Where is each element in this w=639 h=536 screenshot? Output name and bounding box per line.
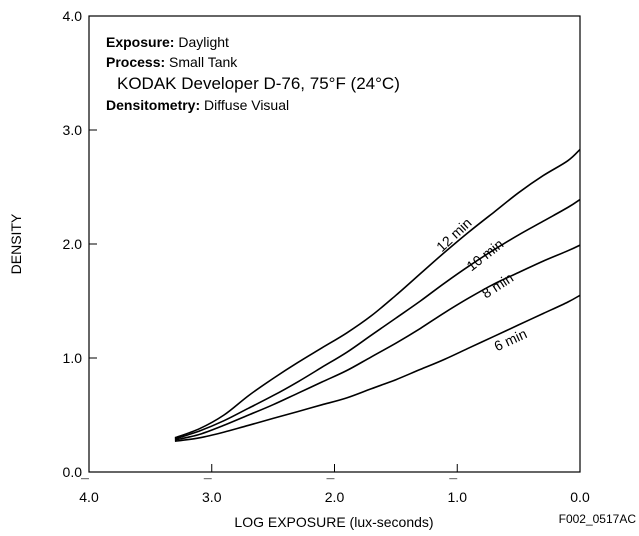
curve-10-min <box>174 198 581 440</box>
x-tick-label: 2.0 <box>325 489 345 505</box>
x-axis-title: LOG EXPOSURE (lux-seconds) <box>234 514 433 530</box>
figure-id: F002_0517AC <box>559 512 637 526</box>
y-axis-title: DENSITY <box>8 213 24 274</box>
x-axis: 4.0¯3.0¯2.0¯1.0¯0.0 <box>79 464 590 505</box>
x-tick-bar: ¯ <box>326 476 335 492</box>
annotation-exposure-key: Exposure: <box>106 34 174 50</box>
curve-8-min <box>174 244 581 441</box>
x-tick-bar: ¯ <box>448 476 457 492</box>
curve-6-min <box>174 294 581 442</box>
y-tick-label: 4.0 <box>63 8 83 24</box>
annotation-process-value: Small Tank <box>165 54 238 70</box>
y-tick-label: 0.0 <box>63 464 83 480</box>
curve-label: 8 min <box>479 269 516 301</box>
x-tick-label: 3.0 <box>202 489 222 505</box>
x-tick-label: 1.0 <box>448 489 468 505</box>
annotation-densitometry-value: Diffuse Visual <box>200 97 289 113</box>
y-tick-label: 1.0 <box>63 350 83 366</box>
curve-label: 10 min <box>463 236 506 274</box>
x-tick-bar: ¯ <box>80 476 89 492</box>
y-axis: 0.0 1.0 2.0 3.0 4.0 <box>63 8 97 480</box>
curves <box>174 148 581 442</box>
annotation-block: Exposure: Daylight Process: Small Tank K… <box>106 34 400 113</box>
annotation-process: Process: Small Tank <box>106 54 238 70</box>
annotation-exposure-value: Daylight <box>174 34 229 50</box>
curve-12-min <box>174 148 581 439</box>
annotation-process-key: Process: <box>106 54 165 70</box>
y-tick-label: 2.0 <box>63 236 83 252</box>
curve-label: 6 min <box>491 325 529 354</box>
curve-label: 12 min <box>433 214 475 254</box>
annotation-developer: KODAK Developer D-76, 75°F (24°C) <box>117 74 400 93</box>
annotation-densitometry-key: Densitometry: <box>106 97 200 113</box>
x-tick-label: 4.0 <box>79 489 99 505</box>
annotation-exposure: Exposure: Daylight <box>106 34 229 50</box>
x-tick-label: 0.0 <box>570 489 590 505</box>
x-tick-bar: ¯ <box>203 476 212 492</box>
y-tick-label: 3.0 <box>63 122 83 138</box>
annotation-densitometry: Densitometry: Diffuse Visual <box>106 97 289 113</box>
